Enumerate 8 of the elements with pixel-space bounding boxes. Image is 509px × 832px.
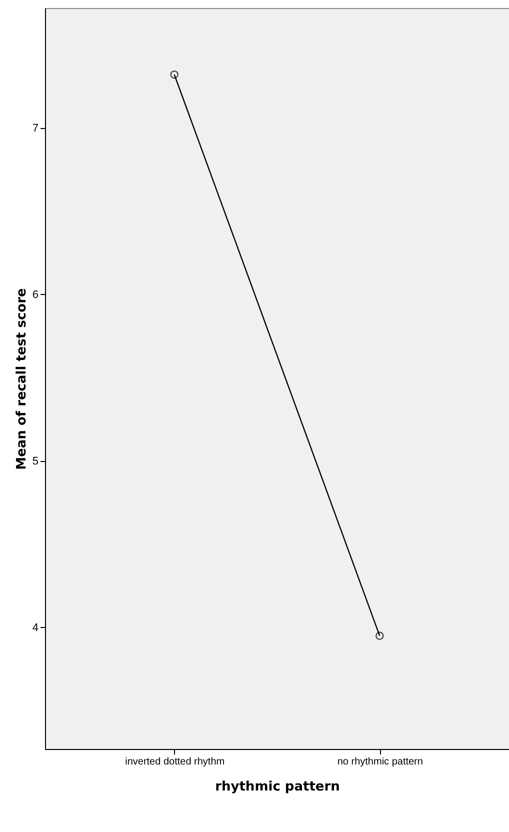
x-tick-label: inverted dotted rhythm	[125, 756, 225, 768]
y-tick-label: 5	[32, 455, 38, 468]
y-tick-label: 6	[32, 288, 38, 301]
y-tick-label: 4	[32, 622, 38, 634]
y-tick-label: 7	[32, 122, 38, 134]
x-tick-label: no rhythmic pattern	[337, 756, 423, 768]
x-axis-title: rhythmic pattern	[215, 780, 340, 794]
y-axis-title: Mean of recall test score	[14, 288, 30, 470]
